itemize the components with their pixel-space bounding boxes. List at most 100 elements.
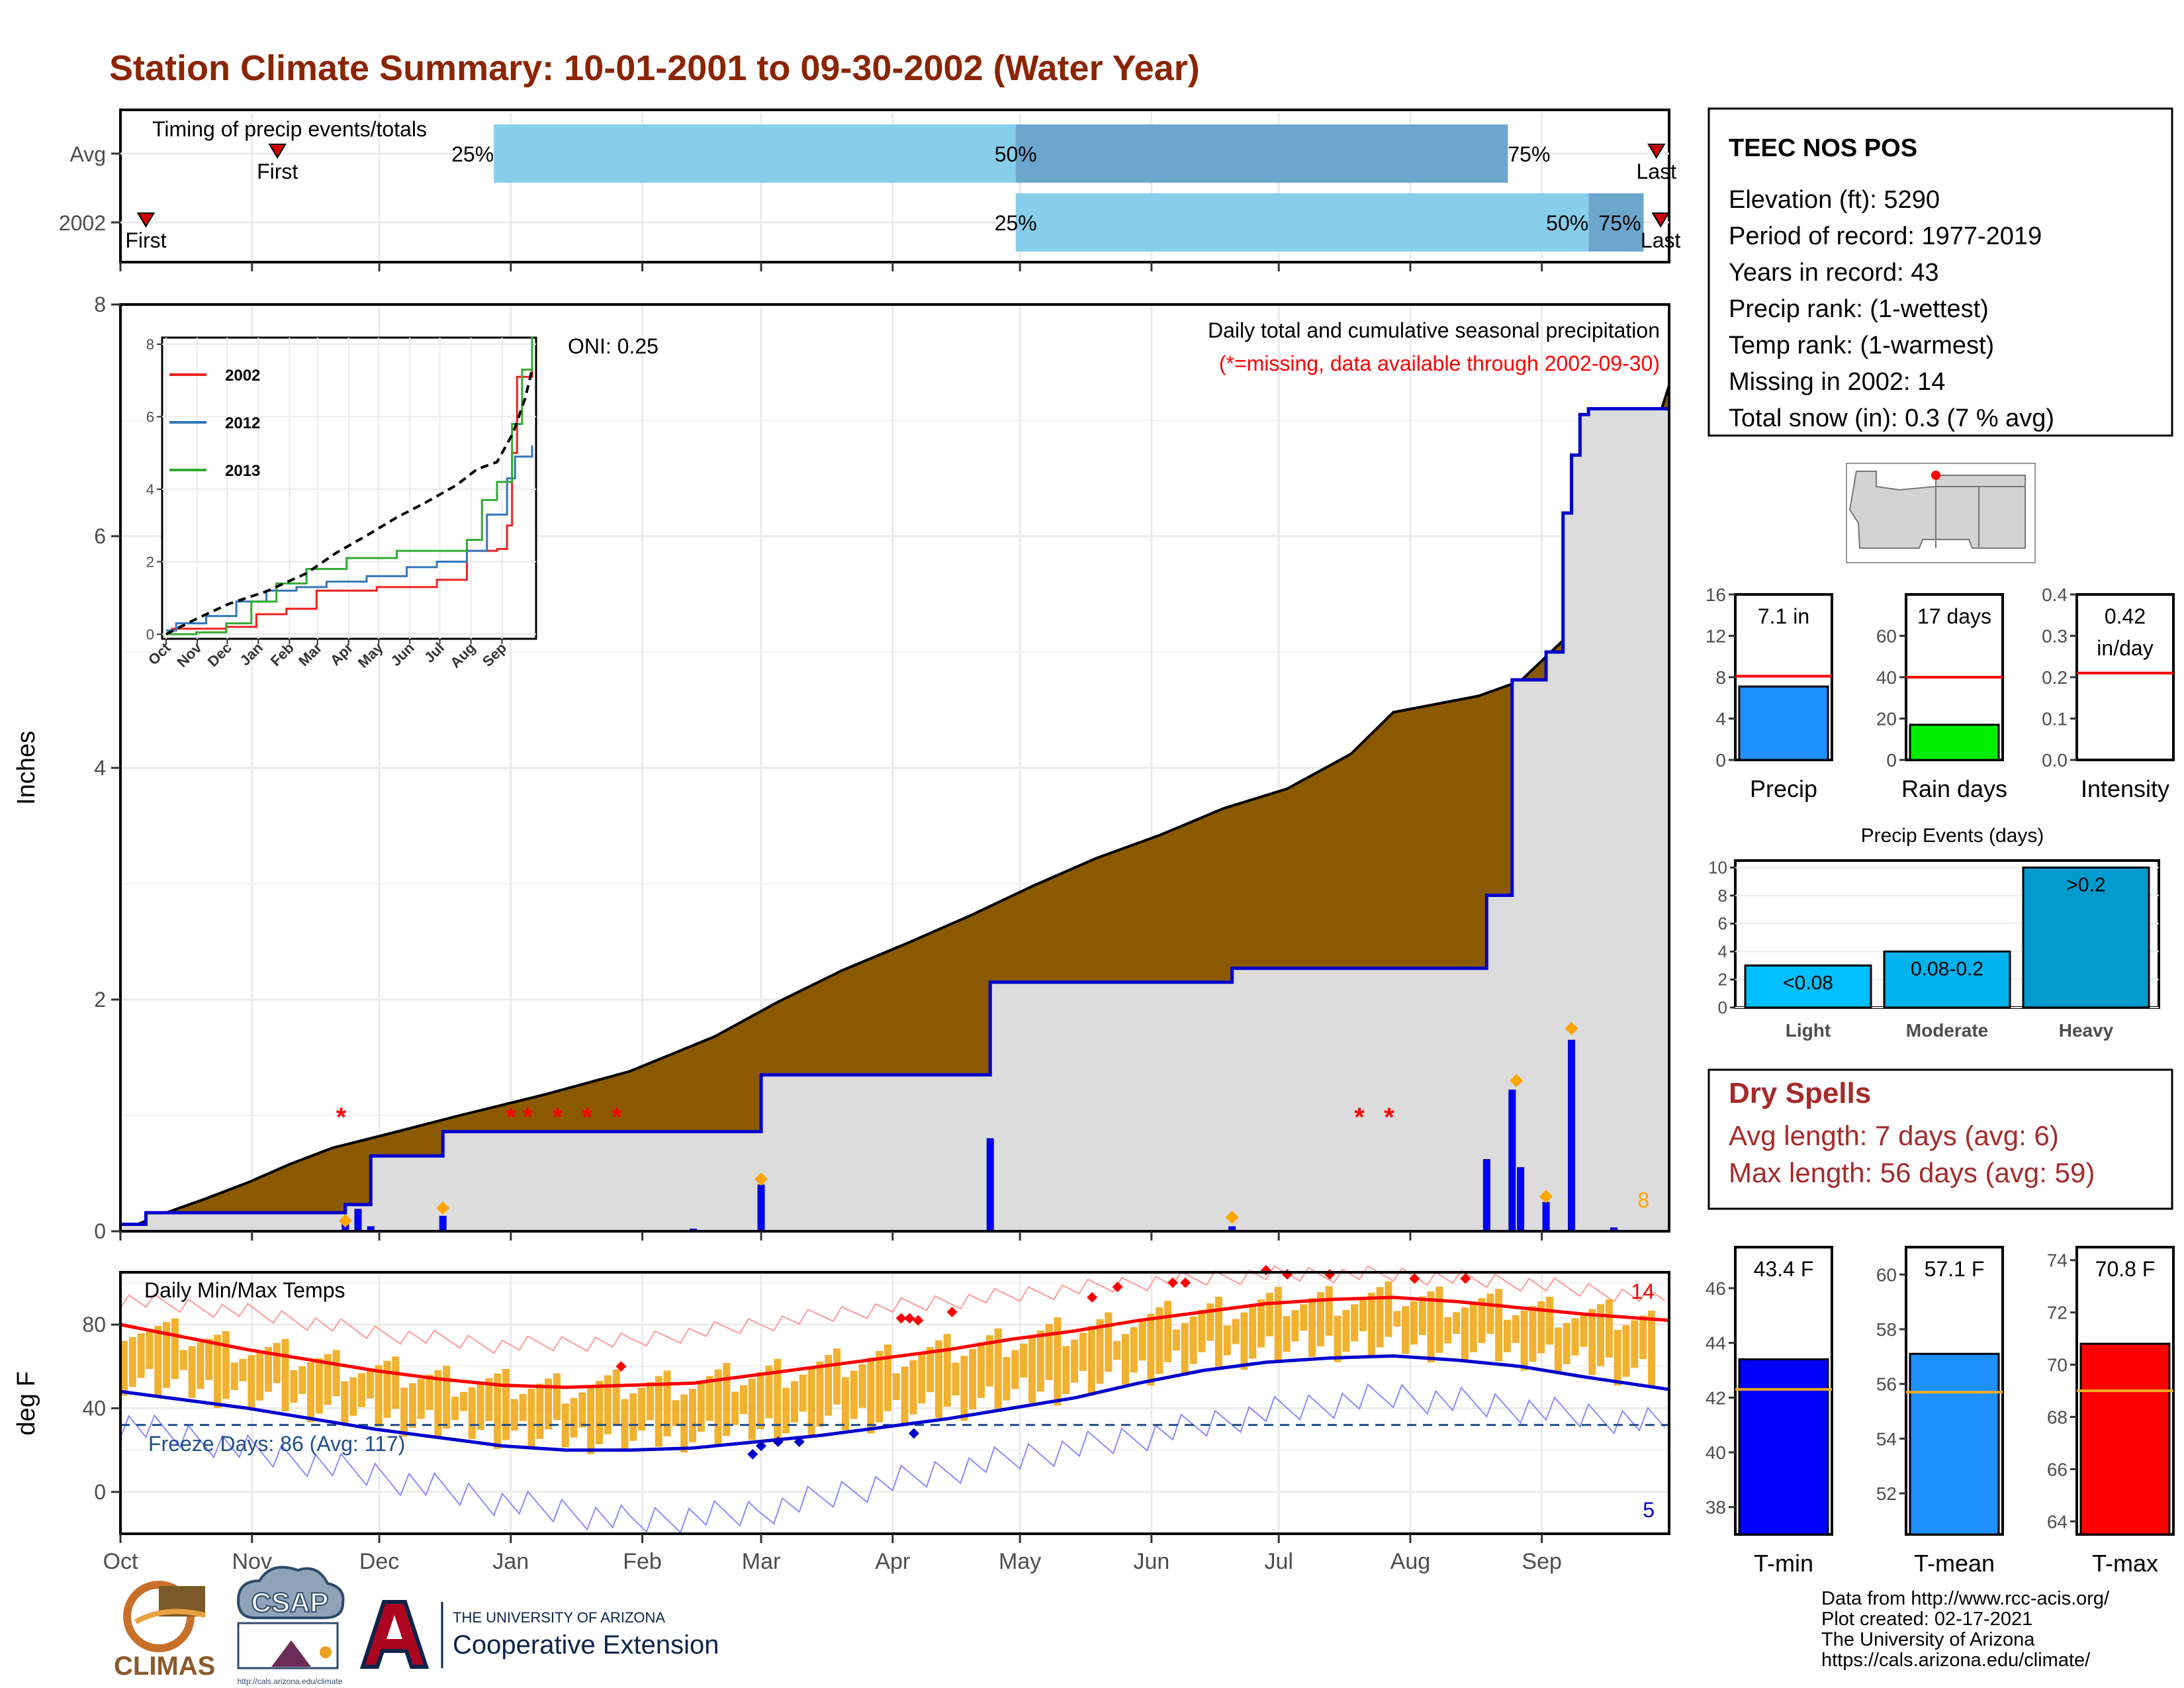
daily-temp-bar [1469, 1303, 1477, 1352]
summary-value-bar [2079, 1342, 2171, 1536]
daily-temp-bar [952, 1362, 960, 1396]
last-marker [1647, 144, 1666, 159]
daily-temp-bar [901, 1366, 909, 1426]
daily-precip-bar [354, 1209, 362, 1232]
timing-row-label: Avg [69, 142, 106, 166]
daily-temp-bar [807, 1368, 815, 1438]
missing-note: (*=missing, data available through 2002-… [1219, 352, 1660, 375]
daily-temp-bar [621, 1399, 629, 1451]
daily-temp-bar [1529, 1305, 1537, 1362]
daily-temp-bar [179, 1350, 187, 1370]
record-low-count: 5 [1643, 1498, 1655, 1522]
summary-y-tick-label: 0.1 [2042, 709, 2068, 729]
summary-y-tick-label: 72 [2047, 1303, 2068, 1323]
summary-y-tick-label: 38 [1706, 1497, 1726, 1518]
station-info-line: Elevation (ft): 5290 [1729, 186, 1940, 214]
daily-temp-bar [1045, 1323, 1053, 1380]
daily-temp-bar [697, 1382, 705, 1432]
inset-series-2013 [166, 337, 533, 635]
daily-temp-bar [197, 1342, 205, 1389]
summary-y-tick-label: 8 [1715, 667, 1726, 688]
daily-temp-bar [604, 1375, 612, 1434]
daily-temp-bar [638, 1387, 646, 1431]
daily-temp-bar [985, 1335, 993, 1387]
record-high-marker [1460, 1273, 1471, 1284]
timing-bar-25-50 [494, 124, 1016, 183]
events-category-label: Heavy [2059, 1020, 2114, 1041]
station-info-line: Total snow (in): 0.3 (7 % avg) [1729, 404, 2054, 432]
daily-temp-bar [731, 1391, 739, 1425]
daily-temp-bar [1376, 1287, 1384, 1348]
inset-y-tick-label: 2 [146, 554, 154, 571]
timing-rows: Avg 25% 50% 75% First Last 2002 25% 50% 75% First L… [59, 124, 1681, 252]
daily-temp-bar [680, 1394, 688, 1453]
summary-y-tick-label: 44 [1706, 1333, 1726, 1354]
timing-p50-label: 50% [995, 142, 1037, 166]
daily-temp-bar [163, 1322, 171, 1388]
daily-temp-bar [858, 1364, 866, 1408]
record-low-marker [908, 1428, 919, 1439]
csap-logo: CSAP http://cals.arizona.edu/climate [236, 1566, 345, 1686]
daily-temp-bar [1003, 1356, 1011, 1401]
summary-y-tick-label: 0.3 [2042, 626, 2068, 647]
daily-temp-bar [400, 1387, 408, 1437]
daily-temp-bar [1316, 1292, 1324, 1346]
timing-bar-25-50 [1015, 193, 1589, 252]
summary-y-tick-label: 70 [2047, 1355, 2068, 1376]
daily-temp-bar [1418, 1296, 1426, 1335]
daily-temp-bar [934, 1340, 942, 1418]
extreme-precip-marker [754, 1172, 768, 1186]
daily-temp-bar [663, 1370, 671, 1436]
temp-y-axis: 0 40 80 [82, 1313, 120, 1504]
extreme-precip-marker [1565, 1021, 1578, 1035]
daily-temp-bar [876, 1350, 884, 1423]
daily-temp-bar [248, 1355, 255, 1409]
record-low-marker [747, 1448, 758, 1460]
daily-temp-bar [1223, 1325, 1231, 1356]
daily-temp-bar [1147, 1313, 1155, 1386]
daily-temp-bar [510, 1399, 518, 1431]
daily-temp-bar [1130, 1327, 1138, 1373]
footer-credits: Data from http://www.rcc-acis.org/Plot c… [1821, 1588, 2110, 1671]
temp-panel: 0 40 80 Oct Nov Dec Jan Feb Mar Apr May Jun Jul Aug S… [13, 1264, 1670, 1574]
daily-temp-bar [672, 1400, 680, 1427]
record-high-marker [895, 1313, 907, 1324]
daily-precip-bar [986, 1138, 994, 1232]
daily-temp-bar [1240, 1312, 1248, 1370]
record-high-marker [946, 1307, 958, 1318]
temp-title: Daily Min/Max Temps [144, 1278, 345, 1302]
daily-temp-bar [1087, 1326, 1095, 1396]
daily-temp-bar [723, 1362, 731, 1436]
daily-temp-bar [927, 1346, 934, 1393]
precip-y-tick-label: 8 [94, 293, 106, 316]
daily-temp-bar [366, 1369, 374, 1399]
climas-logo: CLIMAS [114, 1581, 215, 1681]
record-min-line [120, 1383, 1666, 1534]
record-high-marker [615, 1361, 627, 1372]
avg-max-line [120, 1295, 1670, 1389]
events-y-tick-label: 10 [1708, 858, 1727, 878]
timing-p50-label: 50% [1546, 211, 1588, 235]
month-label: Dec [359, 1549, 399, 1574]
summary-y-tick-label: 0.4 [2042, 585, 2068, 605]
daily-temp-bar [1257, 1299, 1265, 1348]
month-label: Aug [1390, 1549, 1431, 1574]
footer: CLIMAS CSAP http://cals.arizona.edu/clim… [114, 1566, 2110, 1686]
daily-temp-bar [578, 1392, 586, 1428]
missing-day-marker: * [506, 1103, 516, 1132]
events-y-tick-label: 4 [1718, 941, 1727, 961]
daily-temp-bar [943, 1334, 951, 1407]
climas-text: CLIMAS [114, 1652, 215, 1681]
first-marker-label: First [125, 228, 166, 252]
daily-temp-bar [426, 1374, 433, 1410]
station-location-dot [1931, 471, 1940, 480]
timing-p25-label: 25% [451, 142, 494, 166]
daily-temp-bar [765, 1365, 773, 1419]
daily-temp-bar [705, 1376, 713, 1421]
month-label: Sep [1522, 1549, 1562, 1574]
temp-y-tick-label: 0 [94, 1480, 106, 1504]
daily-temp-bar [841, 1377, 849, 1430]
precip-y-tick-label: 6 [94, 524, 106, 548]
summary-y-tick-label: 74 [2047, 1250, 2068, 1271]
daily-precip-bar [1508, 1090, 1516, 1232]
